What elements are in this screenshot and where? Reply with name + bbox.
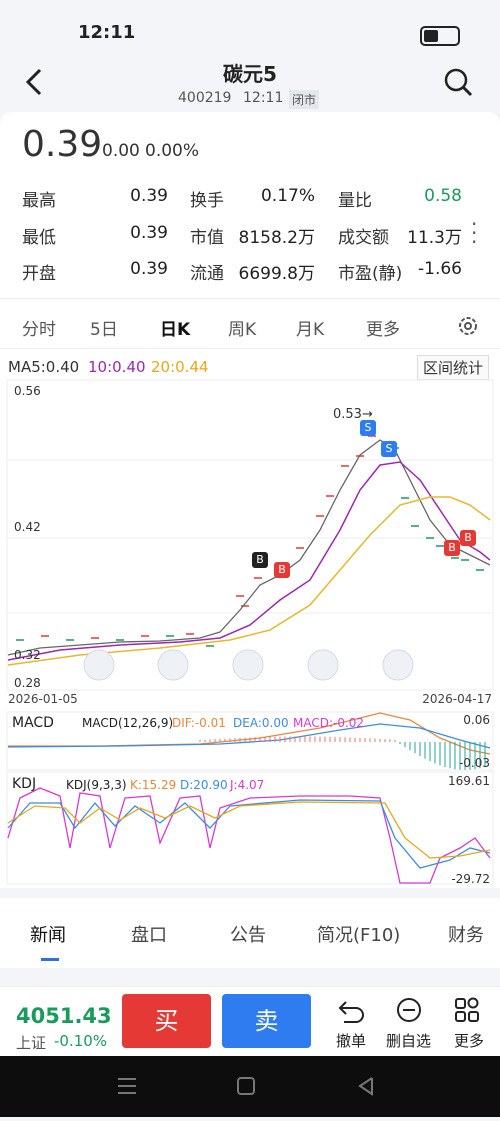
news-tab[interactable]: 简况(F10) (317, 925, 401, 946)
chart-tab[interactable]: 5日 (90, 320, 118, 340)
stat-value: 0.39 (130, 259, 168, 279)
macd-dif: DIF:-0.01 (172, 716, 226, 730)
decoration (83, 649, 115, 681)
decoration (307, 649, 339, 681)
status-time: 12:11 (78, 22, 136, 43)
divider (0, 348, 500, 349)
end-date: 2026-04-17 (422, 692, 492, 706)
more-stats[interactable]: · · · (471, 212, 478, 254)
battery (420, 26, 460, 46)
back-button[interactable] (22, 66, 48, 98)
stat-value: 0.39 (130, 186, 168, 206)
trade-signal[interactable]: S (381, 441, 397, 457)
stat-value: 0.58 (424, 186, 462, 206)
macd-max: 0.06 (463, 713, 490, 727)
trade-signal[interactable]: B (460, 530, 476, 546)
kdj-params: KDJ(9,3,3) (66, 778, 127, 792)
macd-params: MACD(12,26,9) (82, 716, 174, 730)
trade-signal[interactable]: B (444, 540, 460, 556)
nav-icons[interactable] (0, 1056, 500, 1117)
y-axis-label: 0.42 (14, 520, 41, 534)
trade-signal[interactable]: B (274, 562, 290, 578)
decoration (232, 649, 264, 681)
macd-dea: DEA:0.00 (233, 716, 289, 730)
change-pct: 0.00% (145, 141, 200, 161)
stat-value: -1.66 (418, 259, 462, 279)
sell-button[interactable]: 卖 (222, 994, 311, 1048)
kdj-name: KDJ (12, 776, 37, 792)
index-value: 4051.43 (16, 1004, 112, 1028)
chart-settings[interactable] (456, 314, 480, 338)
decoration (157, 649, 189, 681)
nav-bar (0, 1056, 500, 1117)
ma5-label: MA5:0.40 (8, 358, 80, 376)
stat-value: 6699.8万 (238, 264, 315, 284)
kdj-min: -29.72 (451, 872, 490, 886)
news-tab[interactable]: 公告 (230, 925, 266, 946)
stat-value: 8158.2万 (238, 228, 315, 248)
stat-label: 成交额 (338, 228, 389, 248)
stat-label: 市盈(静) (338, 264, 403, 284)
kdj-k: K:15.29 (130, 778, 177, 792)
ma10-label: 10:0.40 (88, 358, 146, 376)
tab-indicator (41, 958, 59, 961)
action-button[interactable]: 更多 (454, 1032, 485, 1050)
kdj-j: J:4.07 (230, 778, 265, 792)
market-status: 闭市 (289, 90, 320, 109)
news-tab[interactable]: 新闻 (30, 925, 66, 946)
kdj-d: D:20.90 (180, 778, 228, 792)
kline-chart (6, 379, 494, 885)
chart-tab[interactable]: 周K (228, 320, 257, 340)
news-tab[interactable]: 盘口 (131, 925, 167, 946)
stat-label: 换手 (190, 191, 224, 211)
action-icons (338, 997, 479, 1023)
stock-code: 400219 (178, 90, 232, 106)
stat-label: 最低 (22, 228, 56, 248)
stat-label: 流通 (190, 264, 224, 284)
change: 0.00 (102, 141, 140, 161)
high-marker: 0.53→ (333, 407, 373, 422)
y-axis-label: 0.56 (14, 384, 41, 398)
buy-button[interactable]: 买 (122, 994, 211, 1048)
action-button[interactable]: 撤单 (336, 1032, 367, 1050)
stat-label: 量比 (338, 191, 372, 211)
trade-signal[interactable]: S (360, 420, 376, 436)
chart-tab[interactable]: 日K (160, 320, 191, 340)
macd-min: -0.03 (458, 756, 490, 770)
chart-tab[interactable]: 月K (296, 320, 325, 340)
price: 0.39 (22, 124, 103, 165)
macd-name: MACD (12, 715, 54, 731)
decoration (382, 649, 414, 681)
stat-value: 0.17% (260, 186, 315, 206)
index-change: -0.10% (54, 1032, 108, 1050)
header-time: 12:11 (243, 90, 284, 106)
y-axis-label: 0.28 (14, 676, 41, 690)
chart-tab[interactable]: 分时 (22, 320, 56, 340)
stat-label: 市值 (190, 228, 224, 248)
stat-value: 11.3万 (407, 228, 462, 248)
ma20-label: 20:0.44 (151, 358, 209, 376)
stat-label: 最高 (22, 191, 56, 211)
macd-value: MACD:-0.02 (293, 716, 365, 730)
divider (0, 298, 500, 299)
start-date: 2026-01-05 (8, 692, 78, 706)
kdj-max: 169.61 (448, 774, 490, 788)
stat-label: 开盘 (22, 264, 56, 284)
news-tab-bar (0, 898, 500, 968)
y-axis-label: 0.32 (14, 648, 41, 662)
trade-signal[interactable]: B (252, 552, 268, 568)
stock-name: 碳元5 (223, 62, 277, 86)
stat-value: 0.39 (130, 223, 168, 243)
range-stat-button[interactable]: 区间统计 (417, 355, 490, 380)
search-button[interactable] (442, 66, 474, 98)
chart-tab[interactable]: 更多 (366, 320, 400, 340)
index-name: 上证 (16, 1034, 47, 1052)
action-button[interactable]: 删自选 (386, 1032, 432, 1050)
news-tab[interactable]: 财务 (448, 925, 484, 946)
